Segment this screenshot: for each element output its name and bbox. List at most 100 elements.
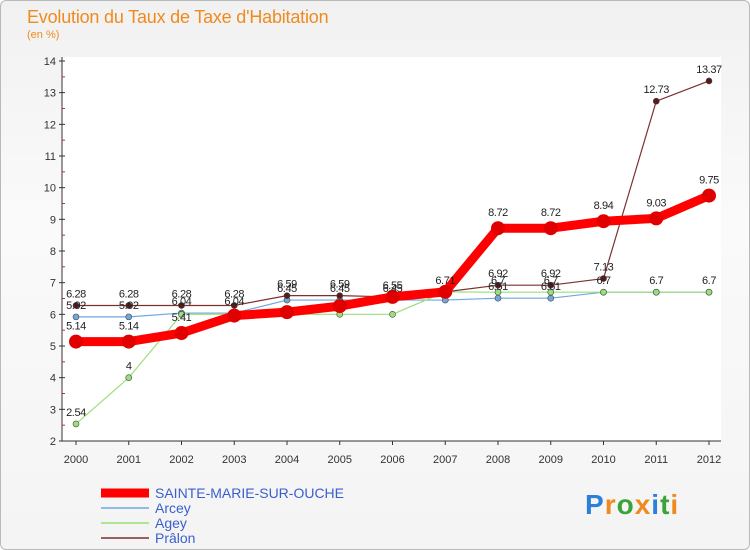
x-tick-label: 2002: [169, 454, 193, 466]
x-tick-label: 2010: [591, 454, 615, 466]
data-label: 2.54: [66, 407, 86, 419]
data-label: 5.92: [66, 300, 86, 312]
legend-label: SAINTE-MARIE-SUR-OUCHE: [155, 485, 344, 501]
data-label: 6.7: [702, 275, 716, 287]
data-point: [438, 284, 453, 299]
legend-label: Prâlon: [155, 530, 195, 546]
x-tick-label: 2004: [275, 454, 299, 466]
logo-letter: t: [660, 489, 671, 520]
x-tick-label: 2008: [486, 454, 510, 466]
data-label: 8.94: [594, 200, 614, 212]
data-point: [596, 214, 611, 229]
data-label: 6.59: [277, 279, 297, 291]
data-label: 6.45: [277, 283, 297, 295]
logo-letter: i: [651, 489, 661, 520]
data-label: 6.7: [544, 275, 558, 287]
data-point: [600, 275, 607, 282]
data-point: [174, 326, 189, 341]
y-tick-label: 11: [45, 151, 56, 163]
data-label: 5.14: [66, 321, 86, 333]
y-tick-label: 14: [44, 56, 56, 68]
data-label: 13.37: [696, 64, 722, 76]
data-point: [230, 302, 238, 309]
data-label: 6.71: [435, 275, 455, 287]
data-point: [547, 294, 555, 302]
data-point: [125, 302, 133, 309]
x-tick-label: 2012: [697, 454, 721, 466]
data-point: [227, 308, 242, 323]
data-label: 9.75: [699, 175, 719, 187]
data-point: [547, 281, 555, 289]
x-tick-label: 2003: [222, 454, 246, 466]
proxiti-logo: Proxiti: [585, 489, 679, 521]
data-label: 6.45: [330, 283, 350, 295]
data-point: [652, 288, 660, 296]
logo-letter: P: [585, 489, 605, 520]
data-label: 6.28: [224, 288, 244, 300]
data-label: 4: [126, 361, 132, 373]
data-label: 5.41: [172, 312, 192, 324]
data-point: [649, 211, 664, 226]
data-point: [652, 97, 660, 105]
data-point: [705, 288, 713, 296]
data-label: 6.28: [172, 288, 192, 300]
data-point: [336, 292, 344, 299]
y-tick-label: 5: [50, 341, 56, 353]
data-label: 6.04: [172, 296, 192, 308]
data-point: [69, 334, 83, 349]
data-label: 5.92: [119, 300, 139, 312]
x-tick-label: 2007: [433, 454, 457, 466]
data-label: 12.73: [643, 84, 669, 96]
x-tick-label: 2006: [380, 454, 404, 466]
data-label: 6.55: [383, 280, 403, 292]
data-label: 6.7: [649, 275, 663, 287]
x-tick-label: 2005: [328, 454, 352, 466]
legend-label: Agey: [155, 515, 187, 531]
y-tick-label: 2: [50, 436, 56, 448]
data-point: [547, 288, 555, 296]
data-label: 6.7: [491, 275, 505, 287]
data-point: [494, 288, 502, 296]
data-point: [283, 292, 291, 299]
data-point: [385, 289, 400, 304]
y-tick-label: 13: [44, 88, 56, 100]
y-tick-label: 4: [50, 373, 56, 385]
data-label: 6.28: [119, 288, 139, 300]
plot-area: [62, 57, 721, 441]
legend-label: Arcey: [155, 500, 191, 516]
data-label: 6.51: [541, 281, 561, 293]
x-tick-label: 2001: [117, 454, 141, 466]
logo-letter: x: [634, 489, 652, 520]
data-label: 6.92: [488, 268, 508, 280]
data-label: 6.04: [224, 296, 244, 308]
data-label: 7.13: [594, 262, 614, 274]
y-tick-label: 12: [44, 119, 56, 131]
logo-letter: o: [616, 489, 635, 520]
x-tick-label: 2000: [64, 454, 88, 466]
x-tick-label: 2009: [539, 454, 563, 466]
data-label: 6.7: [596, 275, 610, 287]
data-point: [494, 281, 502, 289]
data-point: [389, 311, 396, 318]
y-tick-label: 10: [44, 183, 56, 195]
data-point: [702, 188, 716, 203]
data-point: [72, 302, 80, 309]
data-point: [72, 420, 80, 428]
data-point: [178, 302, 185, 309]
data-point: [121, 334, 136, 349]
data-point: [543, 221, 558, 236]
y-tick-label: 8: [50, 246, 56, 258]
data-point: [178, 311, 185, 318]
data-label: 8.72: [541, 207, 561, 219]
logo-letter: r: [604, 489, 617, 520]
data-point: [125, 313, 133, 321]
logo-letter: i: [670, 489, 680, 520]
y-tick-label: 9: [50, 214, 56, 226]
data-point: [705, 77, 713, 85]
data-label: 6.51: [488, 281, 508, 293]
data-point: [332, 299, 347, 314]
data-point: [494, 294, 502, 302]
y-tick-label: 3: [50, 404, 56, 416]
